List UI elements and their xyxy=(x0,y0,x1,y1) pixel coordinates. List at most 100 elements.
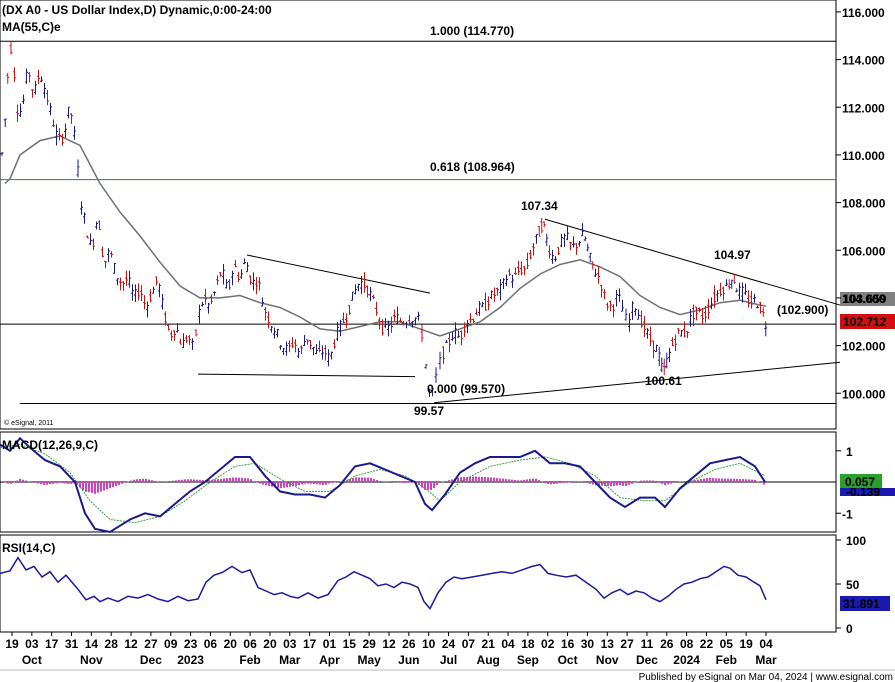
price-bar xyxy=(387,320,390,337)
price-bar xyxy=(104,260,107,269)
price-bar xyxy=(318,340,321,353)
price-bar xyxy=(67,106,70,119)
price-bar xyxy=(336,322,339,342)
price-bar xyxy=(143,295,146,310)
price-axis-label: 102.000 xyxy=(842,340,886,354)
price-bar xyxy=(375,301,378,316)
price-bar xyxy=(22,94,25,105)
price-bar xyxy=(671,337,674,347)
high-104-97-label: 104.97 xyxy=(714,248,751,262)
price-bar xyxy=(113,262,116,274)
price-axis-label: 114.000 xyxy=(842,54,885,68)
price-bar xyxy=(345,313,348,329)
copyright-label: © eSignal, 2011 xyxy=(4,419,54,427)
price-bar xyxy=(683,321,686,338)
price-bar xyxy=(741,282,744,303)
price-bar xyxy=(649,326,652,346)
price-bar xyxy=(692,304,695,327)
price-bar xyxy=(363,272,366,293)
price-bar xyxy=(315,343,318,355)
price-bar xyxy=(300,345,303,355)
price-bar xyxy=(581,223,584,237)
price-bar xyxy=(451,331,454,341)
date-axis-month-label: Mar xyxy=(755,653,777,667)
price-bar xyxy=(597,265,600,284)
price-bar xyxy=(207,302,210,314)
date-axis-day-label: 20 xyxy=(224,637,238,651)
last-price-text: 102.712 xyxy=(843,315,887,329)
macd-value-text: 0.057 xyxy=(845,475,875,489)
price-bar xyxy=(9,41,13,55)
price-bar xyxy=(399,317,402,323)
price-bar xyxy=(73,125,76,140)
price-bar xyxy=(173,330,176,341)
price-bar xyxy=(40,76,43,82)
date-axis-day-label: 19 xyxy=(739,637,753,651)
price-bar xyxy=(725,279,728,287)
date-axis-day-label: 04 xyxy=(501,637,515,651)
price-bar xyxy=(86,235,89,239)
price-bar xyxy=(545,233,549,247)
price-bar xyxy=(188,334,191,345)
price-bar xyxy=(677,328,680,334)
date-axis-month-label: 2023 xyxy=(177,653,204,667)
price-bar xyxy=(460,330,463,346)
price-bar xyxy=(46,89,49,106)
price-bar xyxy=(719,282,722,297)
date-axis-day-label: 12 xyxy=(382,637,396,651)
date-axis-day-label: 26 xyxy=(660,637,674,651)
price-axis-label: 112.000 xyxy=(842,101,885,115)
price-bar xyxy=(228,279,231,290)
price-bar xyxy=(19,103,22,117)
price-bar xyxy=(668,347,671,363)
price-bar xyxy=(321,345,324,360)
price-bar xyxy=(49,103,52,116)
price-bar xyxy=(554,256,557,262)
date-axis-day-label: 17 xyxy=(45,637,59,651)
price-bar xyxy=(674,334,677,352)
ma-value-tag: 103.659 xyxy=(840,292,895,306)
macd-under-value-text: -0.139 xyxy=(846,485,880,499)
price-bar xyxy=(267,311,270,329)
price-bar xyxy=(80,201,83,215)
price-bar xyxy=(219,272,222,277)
date-axis-day-label: 27 xyxy=(144,637,158,651)
price-bar xyxy=(155,276,158,286)
price-bar xyxy=(463,322,466,338)
price-bar xyxy=(417,311,420,321)
price-bar xyxy=(572,236,575,248)
price-bar xyxy=(583,236,587,242)
rsi-value-tag: 31.891 xyxy=(840,596,890,611)
price-bar xyxy=(747,290,750,308)
price-bar xyxy=(294,339,297,353)
price-bar xyxy=(761,307,765,317)
price-bar xyxy=(297,348,300,359)
rsi-axis-label: 0 xyxy=(846,622,853,636)
price-bar xyxy=(643,315,646,337)
price-bar xyxy=(348,305,351,315)
date-axis-month-label: Nov xyxy=(596,653,619,667)
price-bar xyxy=(152,286,155,294)
date-axis-month-label: Apr xyxy=(319,653,340,667)
price-bar xyxy=(182,333,185,349)
price-bar xyxy=(390,316,393,333)
price-bar xyxy=(327,349,330,367)
price-bar xyxy=(64,123,67,138)
price-bar xyxy=(764,321,768,337)
price-bar xyxy=(420,324,424,343)
last-price-tag: 102.712 xyxy=(840,314,895,329)
price-bar xyxy=(438,351,442,370)
price-bar xyxy=(615,289,618,307)
date-axis-month-label: Jun xyxy=(398,653,419,667)
price-bar xyxy=(588,252,592,263)
price-bar xyxy=(342,312,345,324)
price-bar xyxy=(146,301,149,318)
price-bar xyxy=(170,330,173,341)
rsi-line xyxy=(0,556,767,610)
price-bar xyxy=(288,340,291,353)
price-axis-label: 108.000 xyxy=(842,197,886,211)
price-axis-label: 110.000 xyxy=(842,149,885,163)
macd-title: MACD(12,26,9,C) xyxy=(2,438,98,452)
price-bar xyxy=(131,284,134,301)
price-bar xyxy=(646,328,649,339)
